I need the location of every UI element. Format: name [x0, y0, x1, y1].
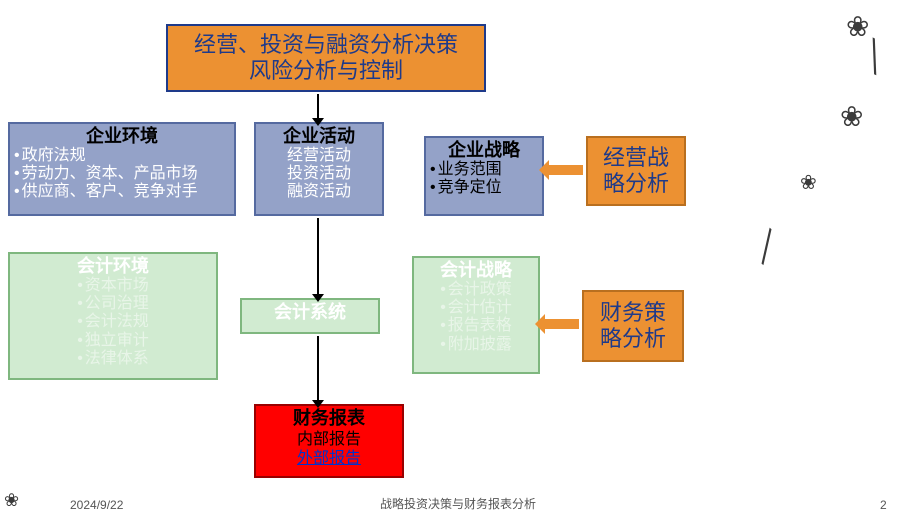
financial-report-box: 财务报表内部报告外部报告: [254, 404, 404, 478]
box-item: 劳动力、资本、产品市场: [14, 165, 230, 183]
box-item: 法律体系: [14, 350, 212, 368]
enterprise-strategy-box: 企业战略业务范围竞争定位: [424, 136, 544, 216]
box-title: 会计系统: [246, 302, 374, 323]
accounting-environment-box: 会计环境资本市场公司治理会计法规独立审计法律体系: [8, 252, 218, 380]
box-item: 报告表格: [418, 317, 534, 335]
box-item: 融资活动: [260, 183, 378, 201]
box-item: 经营活动: [260, 147, 378, 165]
box-item: 公司治理: [14, 295, 212, 313]
footer-date: 2024/9/22: [70, 498, 123, 512]
box-item: 附加披露: [418, 336, 534, 354]
report-title: 财务报表: [258, 408, 400, 430]
financial-strategy-analysis-box: 财务策略分析: [582, 290, 684, 362]
box-item: 业务范围: [430, 161, 538, 179]
box-title: 企业战略: [430, 140, 538, 161]
accounting-system-box: 会计系统: [240, 298, 380, 334]
box-item: 投资活动: [260, 165, 378, 183]
top-decision-box: 经营、投资与融资分析决策风险分析与控制: [166, 24, 486, 92]
box-item: 会计估计: [418, 299, 534, 317]
box-item: 政府法规: [14, 147, 230, 165]
accounting-strategy-box: 会计战略会计政策会计估计报告表格附加披露: [412, 256, 540, 374]
box-title: 会计环境: [14, 256, 212, 277]
box-item: 资本市场: [14, 277, 212, 295]
box-title: 会计战略: [418, 260, 534, 281]
business-strategy-analysis-box: 经营战略分析: [586, 136, 686, 206]
footer-title: 战略投资决策与财务报表分析: [380, 495, 536, 512]
box-item: 会计政策: [418, 281, 534, 299]
enterprise-activity-box: 企业活动经营活动投资活动融资活动: [254, 122, 384, 216]
box-title: 企业环境: [14, 126, 230, 147]
footer-page: 2: [880, 498, 887, 512]
box-item: 竞争定位: [430, 179, 538, 197]
enterprise-environment-box: 企业环境政府法规劳动力、资本、产品市场供应商、客户、竞争对手: [8, 122, 236, 216]
box-item: 独立审计: [14, 332, 212, 350]
box-title: 企业活动: [260, 126, 378, 147]
box-item: 会计法规: [14, 313, 212, 331]
box-item: 供应商、客户、竞争对手: [14, 183, 230, 201]
